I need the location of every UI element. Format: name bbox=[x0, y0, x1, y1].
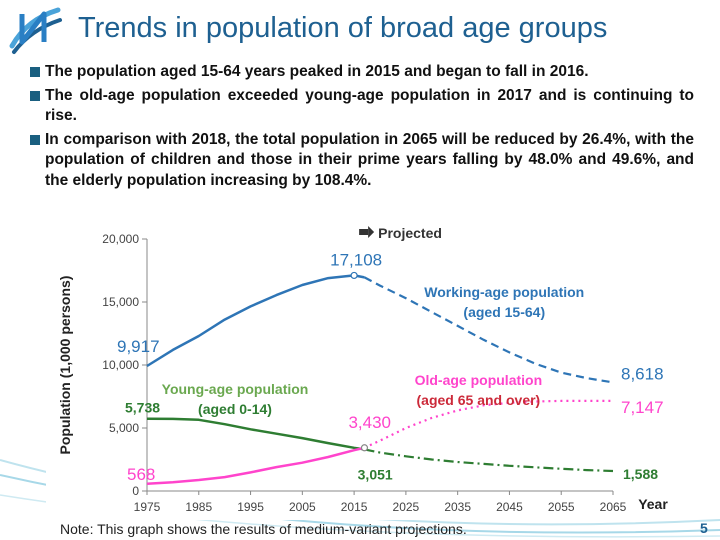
bullet-item: In comparison with 2018, the total popul… bbox=[30, 130, 694, 192]
series-name-line1: Young-age population bbox=[162, 381, 309, 397]
y-tick-label: 15,000 bbox=[102, 295, 139, 309]
bullet-marker bbox=[30, 134, 40, 145]
arrow-icon bbox=[359, 229, 369, 235]
x-tick-label: 2015 bbox=[341, 500, 368, 514]
x-tick-label: 2065 bbox=[600, 500, 627, 514]
y-tick-label: 0 bbox=[132, 484, 139, 498]
value-label: 5,738 bbox=[125, 400, 160, 416]
axes: 0 5,000 10,000 15,000 20,000 Population (1,00… bbox=[57, 225, 668, 514]
bullet-item: The old-age population exceeded young-ag… bbox=[30, 86, 694, 127]
x-tick-label: 1985 bbox=[185, 500, 212, 514]
series-name-line2: (aged 15-64) bbox=[463, 304, 545, 320]
x-tick-label: 2025 bbox=[393, 500, 420, 514]
arrow-head-icon bbox=[368, 226, 375, 238]
value-label: 3,051 bbox=[358, 466, 393, 482]
population-chart: 0 5,000 10,000 15,000 20,000 Population (1,00… bbox=[46, 225, 672, 520]
footnote: Note: This graph shows the results of me… bbox=[60, 521, 467, 537]
projected-label: Projected bbox=[378, 225, 442, 241]
value-label: 17,108 bbox=[330, 250, 382, 269]
series-name-line2: (aged 65 and over) bbox=[417, 392, 541, 408]
series-name-line1: Working-age population bbox=[424, 284, 584, 300]
series-lines bbox=[146, 271, 614, 486]
series-line-historical bbox=[146, 417, 365, 451]
bullet-text: In comparison with 2018, the total popul… bbox=[45, 130, 694, 189]
value-label: 7,147 bbox=[621, 398, 664, 417]
x-tick-label: 2035 bbox=[444, 500, 471, 514]
series-name-label: Working-age population (aged 15-64) bbox=[424, 284, 584, 320]
projected-marker: Projected bbox=[359, 225, 442, 241]
data-point-marker bbox=[360, 444, 369, 452]
x-tick-label: 2055 bbox=[548, 500, 575, 514]
bullet-marker bbox=[30, 90, 40, 101]
bullet-text: The population aged 15-64 years peaked i… bbox=[45, 63, 589, 80]
series-line-historical bbox=[146, 446, 365, 486]
bullet-list: The population aged 15-64 years peaked i… bbox=[30, 62, 694, 194]
value-label: 9,917 bbox=[117, 337, 160, 356]
series-name-label: Old-age population (aged 65 and over) bbox=[415, 372, 543, 408]
chart-background bbox=[46, 225, 672, 520]
series-name-line1: Old-age population bbox=[415, 372, 543, 388]
value-label: 8,618 bbox=[621, 364, 664, 383]
page-number: 5 bbox=[700, 520, 708, 536]
x-tick-label: 1975 bbox=[134, 500, 161, 514]
agency-logo bbox=[9, 7, 62, 54]
series-name-line2: (aged 0-14) bbox=[198, 401, 272, 417]
y-tick-label: 5,000 bbox=[109, 421, 139, 435]
series-line-projected bbox=[364, 448, 614, 473]
x-tick-label: 1995 bbox=[237, 500, 264, 514]
x-tick-label: 2005 bbox=[289, 500, 316, 514]
value-label: 1,588 bbox=[623, 466, 658, 482]
x-tick-label: 2045 bbox=[496, 500, 523, 514]
x-axis-title: Year bbox=[638, 496, 668, 512]
y-tick-label: 20,000 bbox=[102, 232, 139, 246]
series-line-historical bbox=[146, 274, 365, 368]
y-axis-title: Population (1,000 persons) bbox=[57, 276, 73, 455]
slide-title: Trends in population of broad age groups bbox=[78, 12, 608, 44]
series-line-projected bbox=[364, 399, 613, 449]
series-line-projected bbox=[363, 276, 614, 384]
value-label: 568 bbox=[127, 465, 155, 484]
series-name-label: Young-age population (aged 0-14) bbox=[162, 381, 309, 417]
bullet-marker bbox=[30, 67, 40, 77]
value-label: 3,430 bbox=[348, 413, 391, 432]
series-labels: Working-age population (aged 15-64) Young-… bbox=[117, 250, 664, 483]
data-point-marker bbox=[350, 271, 358, 280]
bullet-item: The population aged 15-64 years peaked i… bbox=[30, 62, 694, 83]
y-tick-label: 10,000 bbox=[102, 358, 139, 372]
bullet-text: The old-age population exceeded young-ag… bbox=[45, 86, 694, 125]
